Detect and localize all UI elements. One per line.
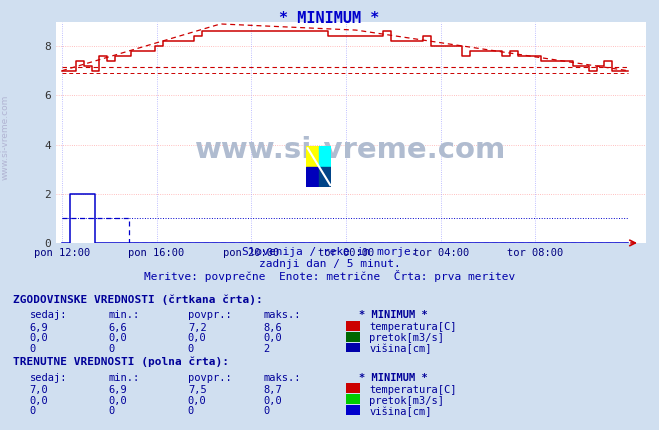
Text: 0,0: 0,0 [109,333,127,343]
Text: 0: 0 [30,344,36,354]
Text: 0: 0 [264,406,270,416]
Text: ZGODOVINSKE VREDNOSTI (črtkana črta):: ZGODOVINSKE VREDNOSTI (črtkana črta): [13,295,263,305]
Text: 8,6: 8,6 [264,322,282,332]
Text: TRENUTNE VREDNOSTI (polna črta):: TRENUTNE VREDNOSTI (polna črta): [13,357,229,367]
Text: 7,0: 7,0 [30,385,48,395]
Text: 2: 2 [264,344,270,354]
Text: 0,0: 0,0 [264,396,282,405]
Bar [306,146,319,166]
Text: temperatura[C]: temperatura[C] [369,322,457,332]
Text: 7,5: 7,5 [188,385,206,395]
Text: www.si-vreme.com: www.si-vreme.com [1,95,10,180]
Text: min.:: min.: [109,373,140,383]
Text: povpr.:: povpr.: [188,310,231,320]
Text: * MINIMUM *: * MINIMUM * [359,310,428,320]
Text: višina[cm]: višina[cm] [369,344,432,354]
Text: 0: 0 [188,406,194,416]
Text: maks.:: maks.: [264,310,301,320]
Text: 8,7: 8,7 [264,385,282,395]
Text: višina[cm]: višina[cm] [369,406,432,417]
Text: * MINIMUM *: * MINIMUM * [279,11,380,26]
Text: min.:: min.: [109,310,140,320]
Text: 0: 0 [109,406,115,416]
Text: 6,9: 6,9 [109,385,127,395]
Text: www.si-vreme.com: www.si-vreme.com [195,136,507,164]
Bar [319,166,331,187]
Text: pretok[m3/s]: pretok[m3/s] [369,396,444,405]
Text: * MINIMUM *: * MINIMUM * [359,373,428,383]
Text: 7,2: 7,2 [188,322,206,332]
Text: 0: 0 [109,344,115,354]
Text: 0,0: 0,0 [109,396,127,405]
Text: zadnji dan / 5 minut.: zadnji dan / 5 minut. [258,259,401,269]
Text: sedaj:: sedaj: [30,373,67,383]
Text: pretok[m3/s]: pretok[m3/s] [369,333,444,343]
Text: sedaj:: sedaj: [30,310,67,320]
Bar [306,166,319,187]
Text: temperatura[C]: temperatura[C] [369,385,457,395]
Text: 0,0: 0,0 [188,333,206,343]
Text: 0,0: 0,0 [264,333,282,343]
Text: povpr.:: povpr.: [188,373,231,383]
Text: 0,0: 0,0 [30,333,48,343]
Bar [319,146,331,166]
Text: maks.:: maks.: [264,373,301,383]
Text: 0,0: 0,0 [188,396,206,405]
Text: 6,9: 6,9 [30,322,48,332]
Text: 0,0: 0,0 [30,396,48,405]
Text: 0: 0 [30,406,36,416]
Text: Meritve: povprečne  Enote: metrične  Črta: prva meritev: Meritve: povprečne Enote: metrične Črta:… [144,270,515,283]
Text: Slovenija / reke in morje.: Slovenija / reke in morje. [242,247,417,257]
Text: 6,6: 6,6 [109,322,127,332]
Text: 0: 0 [188,344,194,354]
